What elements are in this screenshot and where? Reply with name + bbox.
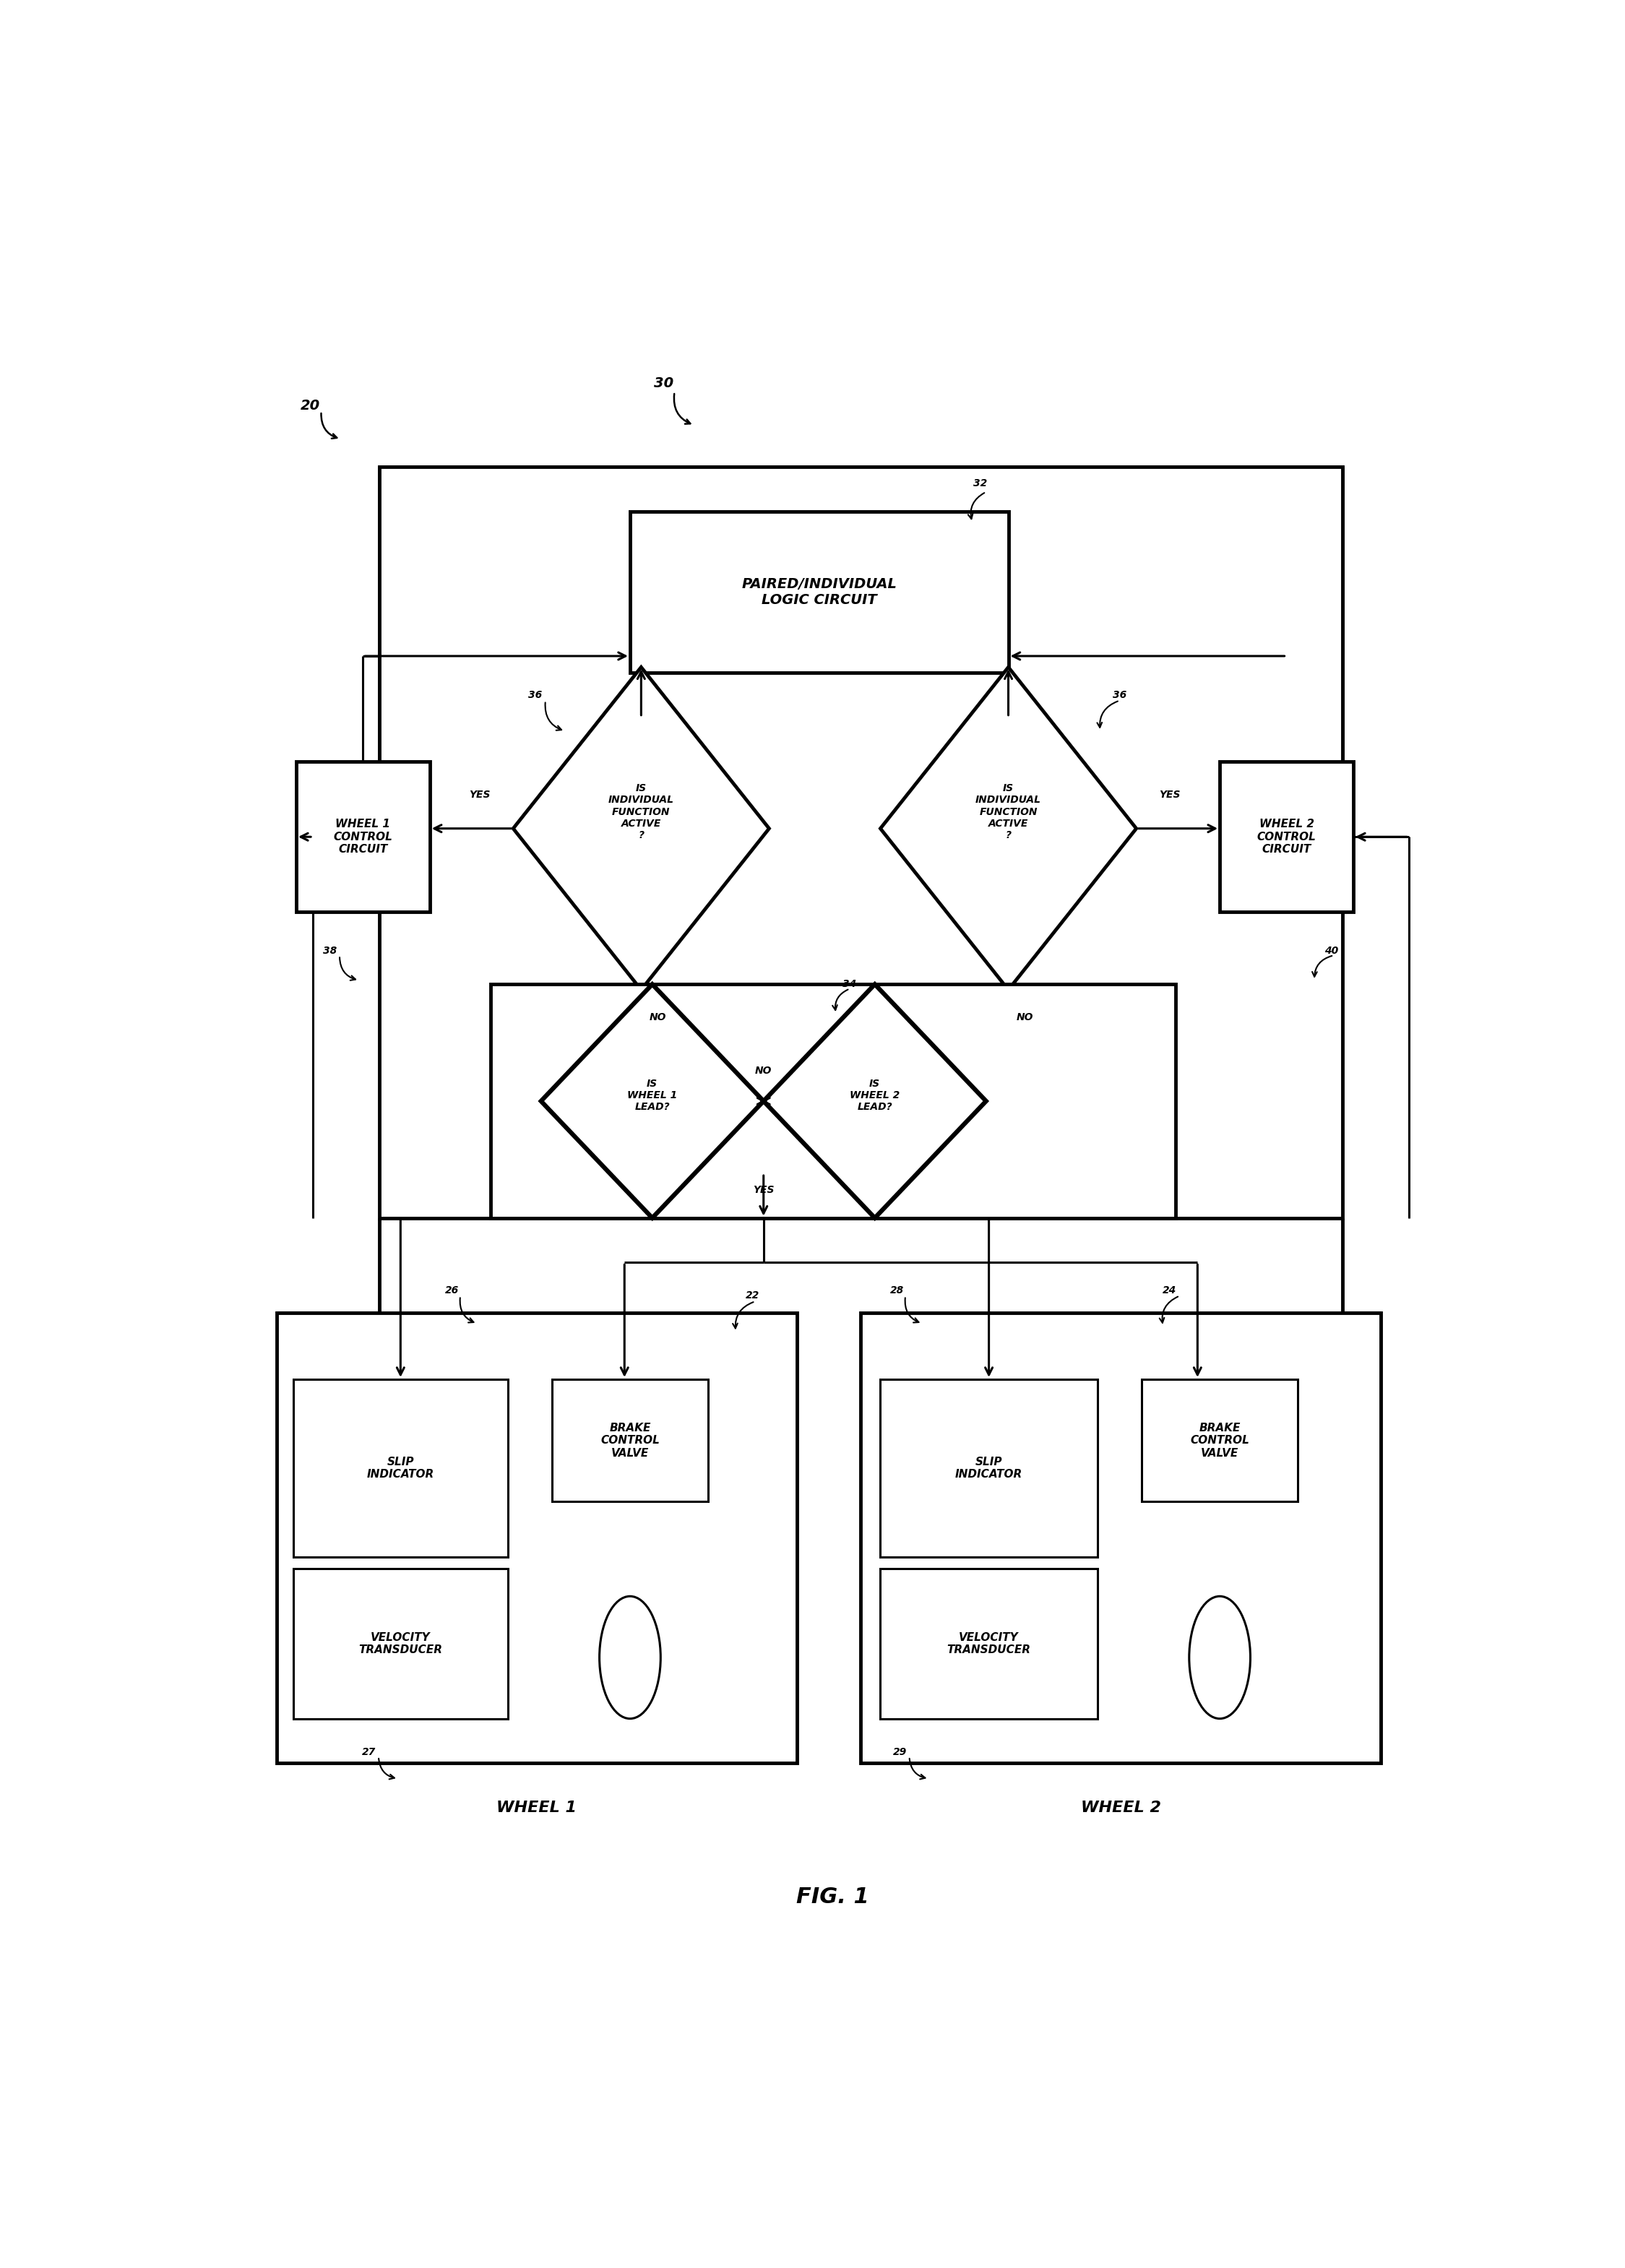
Text: 29: 29 <box>892 1746 907 1758</box>
Text: IS
INDIVIDUAL
FUNCTION
ACTIVE
?: IS INDIVIDUAL FUNCTION ACTIVE ? <box>975 782 1042 839</box>
Text: NO: NO <box>756 1066 772 1075</box>
Text: YES: YES <box>470 789 491 801</box>
Text: YES: YES <box>1159 789 1180 801</box>
Text: 27: 27 <box>362 1746 375 1758</box>
Text: WHEEL 2: WHEEL 2 <box>1081 1801 1162 1814</box>
Polygon shape <box>294 1379 507 1558</box>
Text: 32: 32 <box>973 479 988 488</box>
Text: SLIP
INDICATOR: SLIP INDICATOR <box>367 1456 434 1481</box>
Polygon shape <box>553 1379 709 1501</box>
Text: 38: 38 <box>323 946 336 955</box>
Text: IS
WHEEL 1
LEAD?: IS WHEEL 1 LEAD? <box>627 1080 678 1111</box>
Text: SLIP
INDICATOR: SLIP INDICATOR <box>956 1456 1022 1481</box>
Polygon shape <box>881 1379 1097 1558</box>
Text: IS
INDIVIDUAL
FUNCTION
ACTIVE
?: IS INDIVIDUAL FUNCTION ACTIVE ? <box>608 782 674 839</box>
Polygon shape <box>881 1569 1097 1719</box>
Text: BRAKE
CONTROL
VALVE: BRAKE CONTROL VALVE <box>601 1422 660 1458</box>
Text: 36: 36 <box>1113 689 1126 701</box>
Polygon shape <box>631 510 1009 674</box>
Polygon shape <box>764 984 986 1218</box>
Text: 36: 36 <box>528 689 543 701</box>
Text: 34: 34 <box>843 980 856 989</box>
Polygon shape <box>294 1569 507 1719</box>
Text: 28: 28 <box>890 1286 904 1295</box>
Text: WHEEL 1: WHEEL 1 <box>497 1801 577 1814</box>
Text: BRAKE
CONTROL
VALVE: BRAKE CONTROL VALVE <box>1190 1422 1250 1458</box>
Text: YES: YES <box>752 1186 774 1195</box>
Text: NO: NO <box>1017 1012 1034 1023</box>
Text: WHEEL 1
CONTROL
CIRCUIT: WHEEL 1 CONTROL CIRCUIT <box>333 819 393 855</box>
Text: PAIRED/INDIVIDUAL
LOGIC CIRCUIT: PAIRED/INDIVIDUAL LOGIC CIRCUIT <box>741 578 897 608</box>
Text: WHEEL 2
CONTROL
CIRCUIT: WHEEL 2 CONTROL CIRCUIT <box>1258 819 1316 855</box>
Text: IS
WHEEL 2
LEAD?: IS WHEEL 2 LEAD? <box>850 1080 900 1111</box>
Polygon shape <box>296 762 429 912</box>
Text: VELOCITY
TRANSDUCER: VELOCITY TRANSDUCER <box>359 1633 442 1656</box>
Polygon shape <box>1142 1379 1298 1501</box>
Polygon shape <box>861 1313 1381 1762</box>
Ellipse shape <box>1190 1597 1250 1719</box>
Polygon shape <box>514 667 769 989</box>
Text: FIG. 1: FIG. 1 <box>796 1887 869 1907</box>
Text: 24: 24 <box>1164 1286 1176 1295</box>
Polygon shape <box>881 667 1136 989</box>
Polygon shape <box>1220 762 1354 912</box>
Text: VELOCITY
TRANSDUCER: VELOCITY TRANSDUCER <box>947 1633 1030 1656</box>
Text: 22: 22 <box>746 1290 759 1302</box>
Polygon shape <box>276 1313 796 1762</box>
Polygon shape <box>491 984 1175 1218</box>
Text: NO: NO <box>650 1012 666 1023</box>
Text: 40: 40 <box>1324 946 1337 955</box>
Text: 20: 20 <box>301 399 320 413</box>
Polygon shape <box>541 984 764 1218</box>
Text: 30: 30 <box>653 376 673 390</box>
Ellipse shape <box>600 1597 661 1719</box>
Polygon shape <box>380 467 1342 1218</box>
Text: 26: 26 <box>445 1286 458 1295</box>
